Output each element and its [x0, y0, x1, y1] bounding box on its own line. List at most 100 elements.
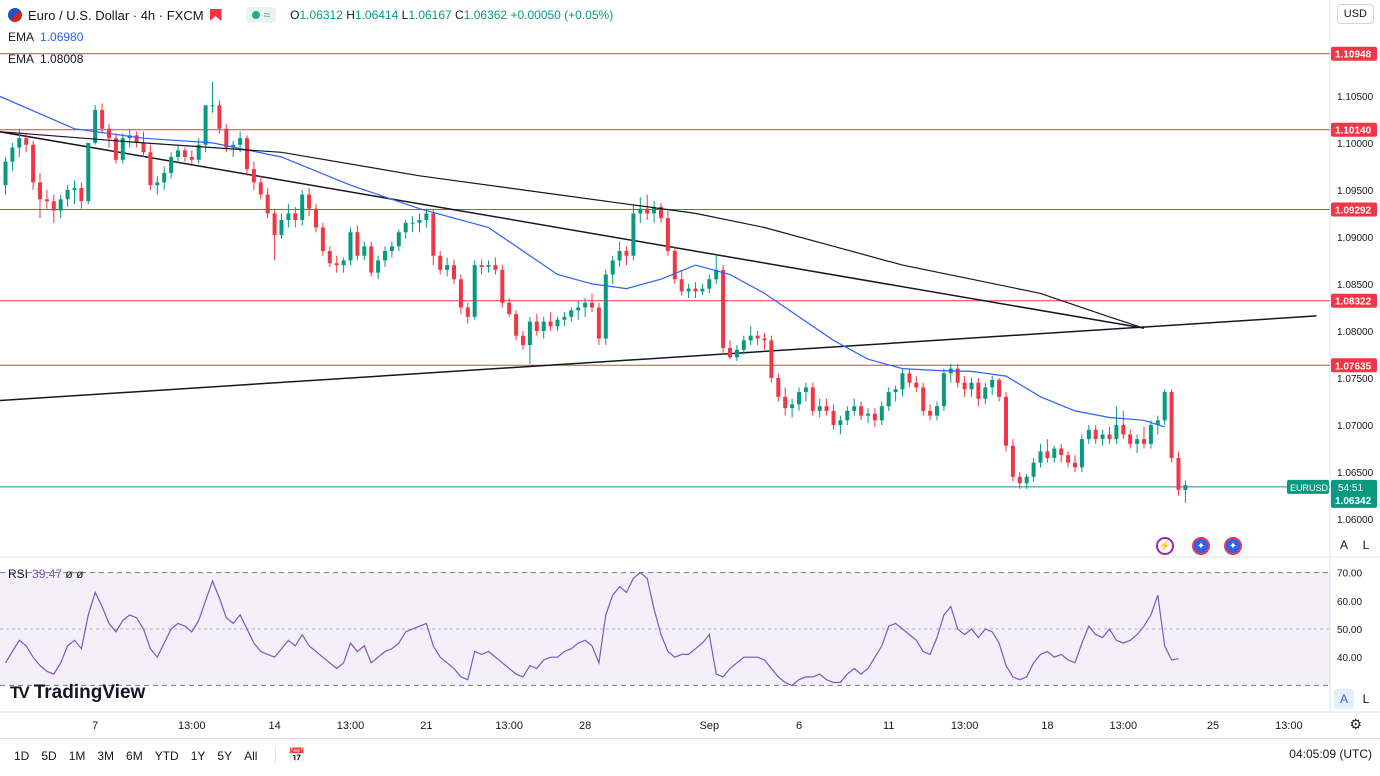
ema-slow-legend[interactable]: EMA 1.08008 — [8, 52, 84, 66]
candle-body — [307, 194, 312, 209]
level-price-label: 1.10140 — [1335, 126, 1372, 137]
range-5y[interactable]: 5Y — [217, 748, 233, 763]
rsi-log-scale-button[interactable]: L — [1356, 689, 1376, 709]
candle-body — [389, 246, 394, 252]
candle-body — [445, 265, 450, 270]
log-scale-button[interactable]: L — [1356, 535, 1376, 555]
candle-body — [148, 152, 153, 186]
candle-body — [1100, 434, 1105, 440]
level-price-tag — [1331, 293, 1377, 308]
candle-body — [693, 288, 698, 292]
time-tick-label: 13:00 — [951, 720, 979, 732]
time-tick-label: 13:00 — [178, 720, 206, 732]
currency-selector[interactable]: USD — [1336, 4, 1374, 24]
candle-body — [348, 232, 353, 261]
candle-body — [769, 340, 774, 378]
range-ytd[interactable]: YTD — [154, 748, 179, 763]
price-plot — [0, 81, 1330, 504]
rsi-tick-label: 70.00 — [1337, 569, 1362, 580]
candle-body — [169, 156, 174, 173]
auto-scale-button[interactable]: A — [1334, 535, 1354, 555]
time-tick-label: Sep — [700, 720, 720, 732]
candle-body — [355, 232, 360, 256]
currency-flag-icon — [8, 8, 22, 22]
candle-body — [452, 265, 456, 280]
candle-body — [24, 138, 29, 145]
price-tick-label: 1.07000 — [1337, 421, 1374, 432]
flag-marker-icon[interactable] — [209, 9, 222, 21]
candle-body — [548, 321, 553, 327]
go-to-date-icon[interactable]: 📅 — [275, 747, 306, 764]
close-value: 1.06362 — [463, 8, 508, 22]
candle-body — [293, 213, 298, 220]
candle-body — [314, 208, 318, 228]
candle-body — [562, 316, 567, 320]
level-price-label: 1.07635 — [1335, 361, 1372, 372]
candle-body — [1155, 420, 1160, 426]
ema-slow-value: 1.08008 — [40, 52, 84, 66]
candle-body — [1031, 462, 1036, 477]
rsi-auto-scale-button[interactable]: A — [1334, 689, 1354, 709]
time-tick-label: 25 — [1207, 720, 1219, 732]
candle-body — [714, 269, 719, 280]
candle-body — [431, 213, 436, 256]
symbol-tag-label: EURUSD — [1290, 483, 1329, 493]
candle-body — [603, 274, 608, 339]
price-tick-label: 1.10000 — [1337, 139, 1374, 150]
settings-gear-icon[interactable]: ⚙ — [1349, 716, 1362, 732]
candle-body — [1183, 485, 1188, 490]
candle-body — [721, 269, 726, 348]
range-3m[interactable]: 3M — [97, 748, 115, 763]
candle-body — [914, 382, 919, 388]
candle-body — [534, 321, 539, 331]
candle-body — [741, 340, 746, 350]
candle-body — [1052, 448, 1057, 458]
utc-clock[interactable]: 04:05:09 (UTC) — [1289, 747, 1372, 761]
level-price-tag — [1331, 202, 1377, 217]
symbol-title[interactable]: Euro / U.S. Dollar · 4h · FXCM — [28, 7, 204, 23]
candle-body — [707, 279, 712, 289]
candle-body — [638, 208, 643, 214]
range-5d[interactable]: 5D — [41, 748, 57, 763]
candle-body — [79, 188, 84, 202]
range-6m[interactable]: 6M — [126, 748, 143, 763]
candle-body — [969, 382, 974, 390]
candle-body — [141, 142, 146, 153]
time-tick-label: 6 — [796, 720, 802, 732]
candle-body — [866, 413, 870, 416]
candle-body — [176, 150, 180, 157]
candle-body — [1121, 425, 1126, 435]
candle-body — [748, 335, 753, 341]
range-1m[interactable]: 1M — [68, 748, 86, 763]
us-event-icon[interactable]: ✦ — [1192, 537, 1210, 555]
candle-body — [238, 138, 243, 145]
low-value: 1.06167 — [408, 8, 452, 22]
time-tick-label: 21 — [420, 720, 432, 732]
candle-body — [162, 172, 167, 183]
candle-body — [783, 396, 788, 409]
rsi-legend[interactable]: RSI 39.47 ø ø — [8, 567, 84, 581]
candle-body — [120, 138, 125, 160]
candle-body — [852, 406, 857, 411]
candle-body — [665, 218, 670, 252]
candle-body — [72, 188, 77, 190]
eu-event-icon[interactable]: ✦ — [1224, 537, 1242, 555]
level-price-label: 1.10948 — [1335, 50, 1372, 61]
candle-body — [576, 307, 581, 311]
range-all[interactable]: All — [244, 748, 258, 763]
earnings-event-icon[interactable]: ⚡ — [1156, 537, 1174, 555]
candle-body — [479, 265, 484, 268]
market-status[interactable]: ≈ — [245, 7, 277, 23]
candle-body — [734, 349, 739, 358]
change-value: +0.00050 (+0.05%) — [510, 8, 614, 22]
candle-body — [465, 307, 470, 317]
range-1d[interactable]: 1D — [14, 748, 30, 763]
ema-fast-line — [0, 95, 1165, 428]
price-tick-label: 1.06500 — [1337, 468, 1374, 479]
candle-body — [617, 251, 622, 261]
ema-fast-legend[interactable]: EMA 1.06980 — [8, 30, 84, 44]
candle-body — [817, 406, 822, 411]
range-1y[interactable]: 1Y — [190, 748, 206, 763]
